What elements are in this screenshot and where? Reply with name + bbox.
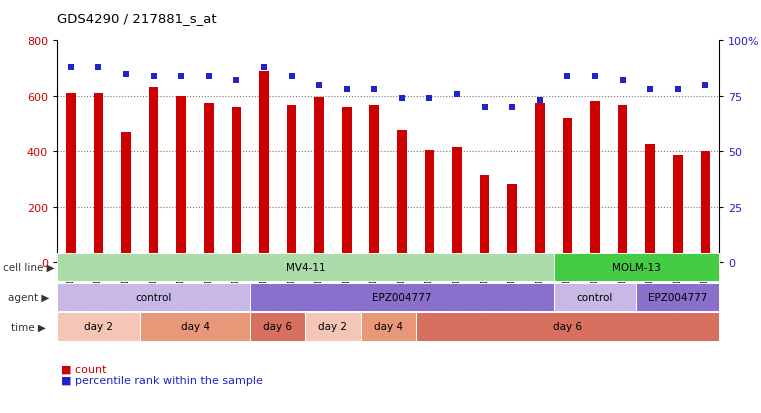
Bar (701, 152, 710, 262)
Text: MOLM-13: MOLM-13 (612, 262, 661, 272)
Bar (370, 106, 379, 262)
Bar (397, 131, 406, 262)
Bar (452, 147, 462, 262)
Point (533, 97, 546, 104)
Bar (121, 133, 131, 262)
Point (92, 64, 104, 71)
Point (562, 74, 574, 80)
Point (368, 87, 380, 93)
Point (285, 74, 298, 80)
Bar (177, 97, 186, 262)
Point (699, 82, 712, 89)
Bar (342, 107, 352, 262)
Bar (204, 103, 214, 262)
Text: day 4: day 4 (180, 322, 209, 332)
Point (451, 91, 463, 97)
Text: day 2: day 2 (318, 322, 348, 332)
Bar (673, 156, 683, 262)
Text: day 2: day 2 (84, 322, 113, 332)
Text: GDS4290 / 217881_s_at: GDS4290 / 217881_s_at (57, 12, 217, 25)
Point (65, 64, 77, 71)
Bar (562, 119, 572, 262)
Text: MV4-11: MV4-11 (285, 262, 325, 272)
Bar (287, 106, 296, 262)
Bar (231, 107, 241, 262)
Text: time ▶: time ▶ (11, 322, 46, 332)
Bar (591, 102, 600, 262)
Bar (149, 88, 158, 262)
Point (202, 74, 215, 80)
Point (616, 78, 629, 84)
Point (396, 95, 408, 102)
Text: day 4: day 4 (374, 322, 403, 332)
Bar (618, 106, 627, 262)
Point (479, 104, 491, 111)
Bar (94, 94, 103, 262)
Bar (260, 72, 269, 262)
Text: ■ count: ■ count (61, 364, 107, 374)
Point (120, 71, 132, 78)
Bar (425, 150, 435, 262)
Point (175, 74, 187, 80)
Bar (480, 175, 489, 262)
Point (644, 87, 656, 93)
Point (506, 104, 518, 111)
Text: day 6: day 6 (263, 322, 292, 332)
Point (148, 74, 160, 80)
Text: day 6: day 6 (553, 322, 582, 332)
Point (258, 64, 270, 71)
Point (589, 74, 601, 80)
Text: cell line ▶: cell line ▶ (3, 262, 54, 272)
Text: EPZ004777: EPZ004777 (648, 292, 708, 302)
Bar (66, 94, 75, 262)
Text: ■ percentile rank within the sample: ■ percentile rank within the sample (61, 375, 263, 385)
Bar (645, 145, 655, 262)
Point (231, 78, 243, 84)
Text: agent ▶: agent ▶ (8, 292, 49, 302)
Bar (314, 98, 324, 262)
Point (672, 87, 684, 93)
Bar (508, 185, 517, 262)
Bar (535, 103, 545, 262)
Point (341, 87, 353, 93)
Text: control: control (577, 292, 613, 302)
Point (313, 82, 325, 89)
Text: EPZ004777: EPZ004777 (372, 292, 431, 302)
Text: control: control (135, 292, 172, 302)
Point (423, 95, 435, 102)
